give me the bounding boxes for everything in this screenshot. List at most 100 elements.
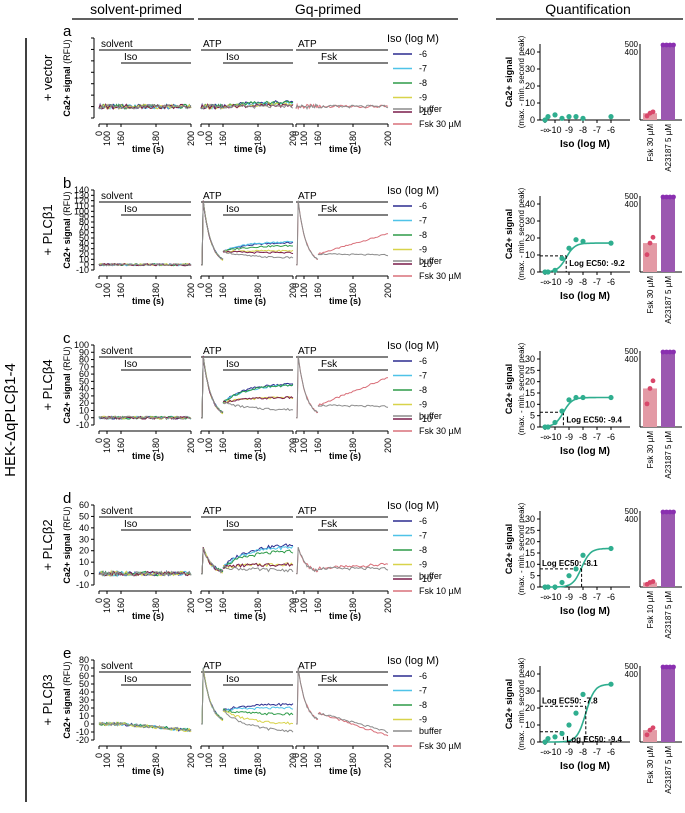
trace-buffer-main bbox=[317, 253, 389, 257]
y-tick-label: 60 bbox=[79, 228, 89, 238]
x-tick-label: 100 bbox=[299, 283, 309, 298]
x-tick-label: 200 bbox=[186, 598, 196, 613]
x-tick-label: 180 bbox=[151, 598, 161, 613]
bar-point bbox=[664, 509, 669, 515]
quant-y-label-2: (max. - min. second peak) bbox=[517, 657, 526, 750]
quant-bar-0 bbox=[643, 243, 657, 272]
quant-y-tick-label: 10 bbox=[525, 250, 535, 260]
quant-y-label: Ca2+ signal bbox=[504, 524, 514, 574]
trace-buffer-pre bbox=[98, 721, 122, 727]
bar-top-tick: 500 bbox=[625, 662, 639, 671]
x-tick-label: 180 bbox=[151, 131, 161, 146]
legend-label--8: -8 bbox=[419, 700, 427, 710]
bar-label: A23187 5 µM bbox=[664, 591, 673, 639]
y-tick-label: 20 bbox=[79, 546, 89, 556]
quant-y-tick-label: 10 bbox=[525, 98, 535, 108]
trace-fsk-main bbox=[317, 377, 389, 407]
quant-point bbox=[542, 117, 548, 123]
stim-label-2: Iso bbox=[124, 359, 138, 370]
trace-buffer-pre bbox=[296, 546, 319, 575]
trace-buffer-main bbox=[317, 404, 389, 408]
bar-label: A23187 5 µM bbox=[664, 124, 673, 172]
quant-bar-1 bbox=[661, 511, 675, 587]
quant-bar-0 bbox=[643, 730, 657, 742]
quant-y-tick-label: 25 bbox=[525, 525, 535, 535]
quant-point bbox=[559, 730, 565, 737]
trace-buffer-pre bbox=[296, 200, 319, 266]
quant-point bbox=[580, 691, 586, 698]
quant-point bbox=[545, 424, 551, 430]
legend-label--7: -7 bbox=[419, 371, 427, 381]
y-tick-label: 0 bbox=[84, 719, 89, 729]
bar-point bbox=[644, 252, 650, 258]
x-tick-label: 180 bbox=[253, 131, 263, 146]
y-tick-label: 10 bbox=[79, 557, 89, 567]
x-tick-label: 200 bbox=[288, 283, 298, 298]
row-letter-d: d bbox=[63, 490, 71, 507]
stim-label-2: Iso bbox=[226, 204, 240, 215]
quant-point bbox=[559, 579, 565, 586]
trace-buffer-pre bbox=[98, 103, 122, 111]
x-tick-label: 0 bbox=[291, 438, 301, 443]
x-tick-label: 100 bbox=[299, 438, 309, 453]
y-tick-label: 0 bbox=[84, 260, 89, 270]
stim-label-2: Iso bbox=[226, 519, 240, 530]
x-tick-label: 100 bbox=[102, 438, 112, 453]
quant-x-tick-label: -9 bbox=[565, 432, 573, 442]
quant-x-tick-label: -∞ bbox=[540, 277, 549, 287]
x-tick-label: 200 bbox=[288, 131, 298, 146]
quant-x-tick-label: -6 bbox=[607, 592, 615, 602]
bar-top-tick: 400 bbox=[625, 515, 639, 524]
ec50-label: Log EC50: -9.4 bbox=[566, 415, 622, 424]
quant-x-tick-label: -6 bbox=[607, 125, 615, 135]
quant-point bbox=[573, 710, 579, 716]
bar-point bbox=[667, 349, 673, 355]
stim-label-1: ATP bbox=[298, 661, 317, 672]
quant-y-tick-label: 20 bbox=[525, 233, 535, 243]
stim-label-2: Fsk bbox=[321, 52, 338, 63]
trace--6-main bbox=[222, 702, 294, 712]
trace-buffer-pre bbox=[98, 262, 122, 267]
quant-x-tick-label: -7 bbox=[593, 747, 601, 757]
row-title-a: + vector bbox=[40, 54, 55, 101]
quant-y-tick-label: 5 bbox=[530, 411, 535, 421]
quant-x-tick-label: -6 bbox=[607, 277, 615, 287]
trace-buffer-pre bbox=[98, 415, 122, 420]
x-tick-label: 0 bbox=[94, 131, 104, 136]
trace--8-main bbox=[222, 244, 293, 253]
x-tick-label: 200 bbox=[383, 753, 393, 768]
row-letter-a: a bbox=[63, 23, 72, 40]
quant-bar-1 bbox=[661, 351, 675, 427]
trace-buffer-pre bbox=[295, 103, 319, 111]
stim-label-1: ATP bbox=[298, 346, 317, 357]
trace-buffer-main bbox=[222, 564, 294, 573]
stim-label-1: ATP bbox=[298, 39, 317, 50]
y-tick-label: 20 bbox=[79, 398, 89, 408]
bar-top-tick: 500 bbox=[625, 347, 639, 356]
y-tick-label: 40 bbox=[79, 384, 89, 394]
quant-x-tick-label: -6 bbox=[607, 747, 615, 757]
y-tick-label: 60 bbox=[79, 500, 89, 510]
quant-point bbox=[545, 114, 551, 120]
quant-y-tick-label: 20 bbox=[525, 81, 535, 91]
x-tick-label: 0 bbox=[94, 753, 104, 758]
legend-label-buffer: buffer bbox=[419, 571, 442, 581]
legend-label--8: -8 bbox=[419, 230, 427, 240]
x-tick-label: 180 bbox=[348, 131, 358, 146]
x-tick-label: 180 bbox=[253, 438, 263, 453]
quant-y-label-2: (max. - min. second peak) bbox=[517, 342, 526, 435]
bar-point bbox=[644, 401, 650, 407]
trace-buffer-main bbox=[120, 103, 192, 110]
bar-point bbox=[650, 378, 656, 384]
bar-label: A23187 5 µM bbox=[664, 276, 673, 324]
quant-x-tick-label: -10 bbox=[548, 432, 561, 442]
trace--9-main bbox=[222, 710, 294, 725]
quant-point bbox=[580, 115, 586, 121]
quant-y-tick-label: 10 bbox=[525, 720, 535, 730]
trace-buffer-main bbox=[120, 570, 192, 577]
quant-point bbox=[566, 245, 572, 251]
